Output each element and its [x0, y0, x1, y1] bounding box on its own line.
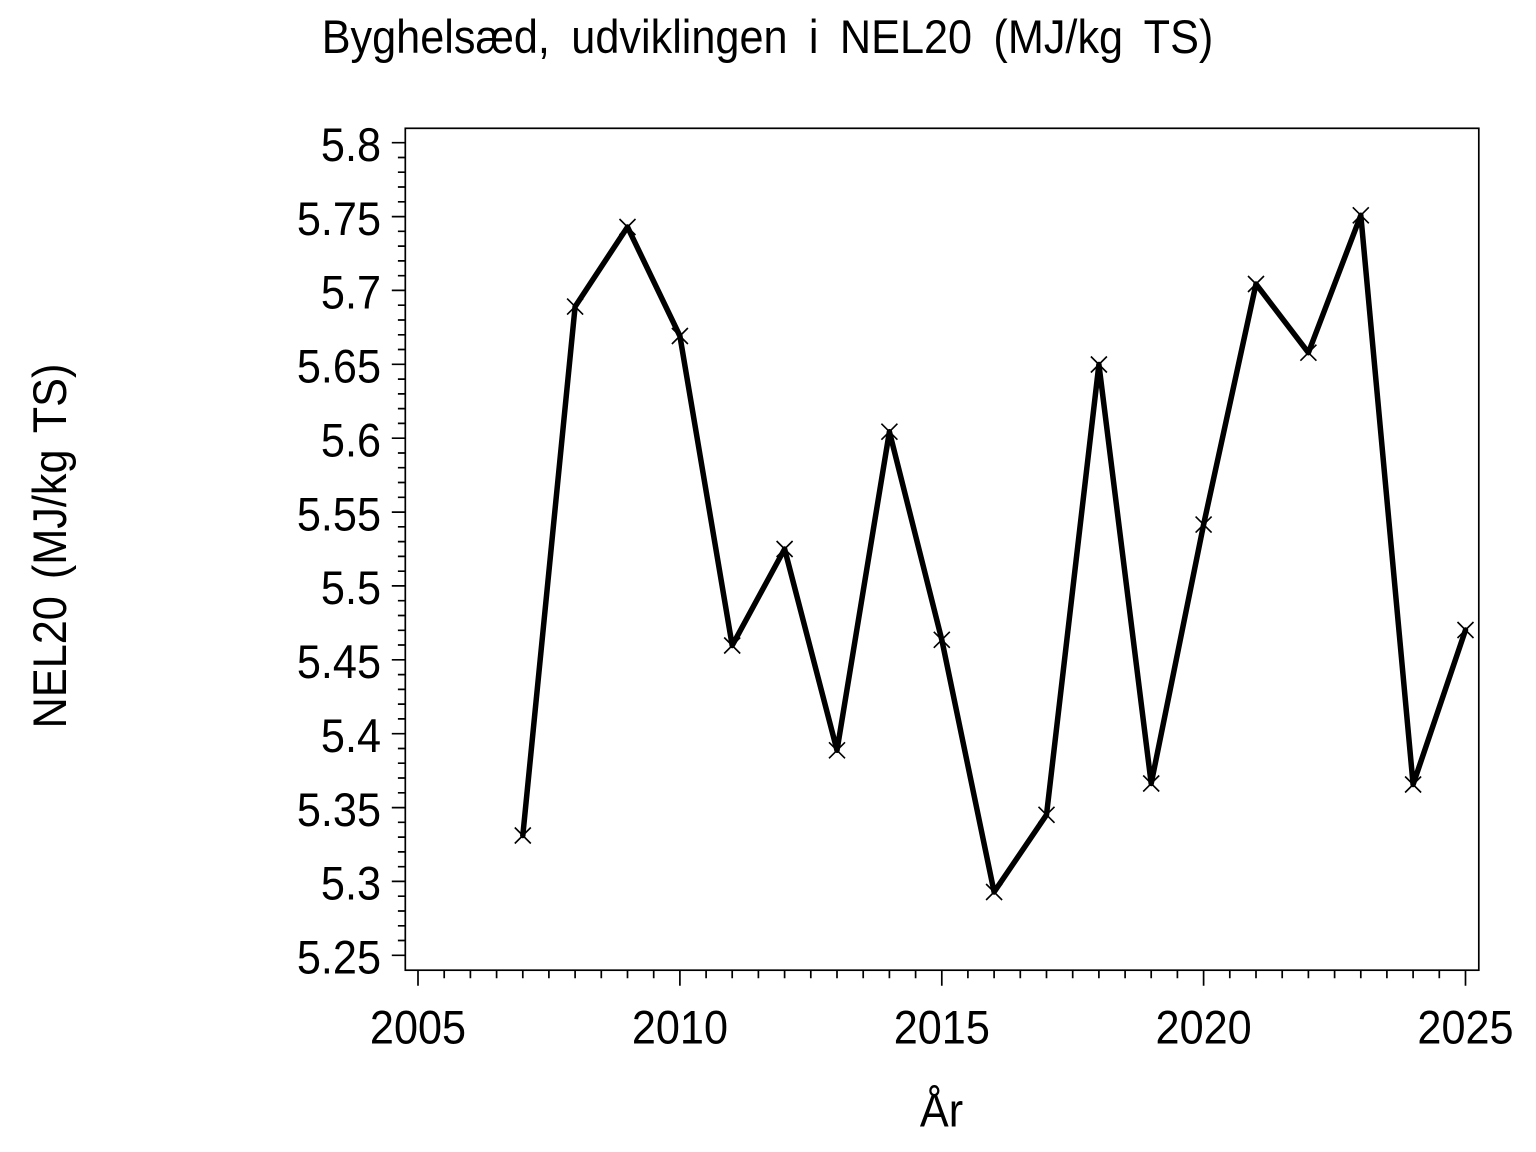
svg-text:Byghelsæd, udviklingen i NEL20: Byghelsæd, udviklingen i NEL20 (MJ/kg TS… [322, 10, 1214, 63]
svg-text:5.5: 5.5 [321, 561, 381, 614]
svg-text:5.45: 5.45 [297, 635, 381, 688]
svg-text:5.3: 5.3 [321, 857, 381, 910]
svg-text:5.25: 5.25 [297, 931, 381, 984]
svg-text:År: År [920, 1084, 963, 1137]
svg-text:5.4: 5.4 [321, 709, 381, 762]
svg-text:NEL20 (MJ/kg TS): NEL20 (MJ/kg TS) [23, 364, 76, 729]
svg-text:2025: 2025 [1417, 1001, 1513, 1054]
svg-text:5.7: 5.7 [321, 266, 381, 319]
svg-text:2015: 2015 [894, 1001, 990, 1054]
svg-text:5.35: 5.35 [297, 783, 381, 836]
svg-text:5.65: 5.65 [297, 340, 381, 393]
svg-text:5.8: 5.8 [321, 118, 381, 171]
svg-text:5.55: 5.55 [297, 488, 381, 541]
svg-text:2005: 2005 [370, 1001, 466, 1054]
svg-text:2010: 2010 [632, 1001, 728, 1054]
svg-text:5.75: 5.75 [297, 192, 381, 245]
svg-text:5.6: 5.6 [321, 414, 381, 467]
svg-text:2020: 2020 [1156, 1001, 1252, 1054]
